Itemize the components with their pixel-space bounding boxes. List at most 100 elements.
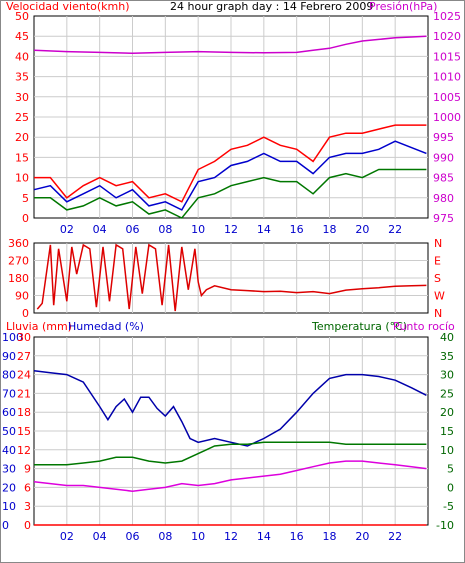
rain-tick-label: 0 <box>24 519 31 532</box>
humidity-tick-label: 20 <box>2 481 16 494</box>
rain-tick-label: 30 <box>17 331 31 344</box>
y-tick-label: 90 <box>15 290 29 303</box>
y-tick-label: 0 <box>22 212 29 225</box>
y2-tick-label: 1010 <box>433 71 461 84</box>
y2-tick-label: 1020 <box>433 30 461 43</box>
x-tick-label: 22 <box>388 530 402 543</box>
x-tick-label: 16 <box>290 530 304 543</box>
compass-label: W <box>434 290 445 303</box>
series-line <box>34 441 427 466</box>
x-tick-label: 10 <box>191 223 205 236</box>
series-line <box>33 460 427 492</box>
x-tick-label: 10 <box>191 530 205 543</box>
series-line <box>36 243 427 312</box>
x-tick-label: 20 <box>355 530 369 543</box>
compass-label: E <box>434 255 441 268</box>
humidity-tick-label: 60 <box>2 406 16 419</box>
temp-tick-label: 35 <box>440 350 454 363</box>
y-tick-label: 0 <box>22 307 29 320</box>
humidity-tick-label: 50 <box>2 425 16 438</box>
temp-tick-label: -10 <box>436 519 454 532</box>
humidity-tick-label: 90 <box>2 350 16 363</box>
x-tick-label: 08 <box>158 223 172 236</box>
x-tick-label: 06 <box>126 530 140 543</box>
x-tick-label: 20 <box>355 223 369 236</box>
humidity-tick-label: 30 <box>2 463 16 476</box>
x-tick-label: 16 <box>290 223 304 236</box>
temperature-axis-label: Temperatura (°C) <box>311 320 407 333</box>
y-tick-label: 180 <box>8 272 29 285</box>
x-tick-label: 06 <box>126 223 140 236</box>
y-tick-label: 25 <box>15 111 29 124</box>
humidity-axis-label: Humedad (%) <box>68 320 144 333</box>
x-tick-label: 02 <box>60 223 74 236</box>
compass-label: N <box>434 307 442 320</box>
x-tick-label: 14 <box>257 530 271 543</box>
y-tick-label: 10 <box>15 172 29 185</box>
humidity-tick-label: 70 <box>2 387 16 400</box>
y-tick-label: 270 <box>8 255 29 268</box>
rain-axis-label: Lluvia (mm) <box>6 320 72 333</box>
humidity-temperature-panel: 0102030405060708090100036912151821242730… <box>2 331 454 543</box>
humidity-tick-label: 10 <box>2 500 16 513</box>
x-tick-label: 14 <box>257 223 271 236</box>
rain-tick-label: 9 <box>24 463 31 476</box>
rain-tick-label: 12 <box>17 444 31 457</box>
rain-tick-label: 3 <box>24 500 31 513</box>
y-tick-label: 30 <box>15 91 29 104</box>
compass-label: N <box>434 237 442 250</box>
x-tick-label: 02 <box>60 530 74 543</box>
series-line <box>34 124 427 203</box>
rain-tick-label: 27 <box>17 350 31 363</box>
x-tick-label: 04 <box>93 530 107 543</box>
y-tick-label: 40 <box>15 50 29 63</box>
y-tick-label: 360 <box>8 237 29 250</box>
y2-tick-label: 975 <box>433 212 454 225</box>
y-tick-label: 50 <box>15 10 29 23</box>
y2-tick-label: 980 <box>433 192 454 205</box>
compass-label: S <box>434 272 441 285</box>
temp-tick-label: 20 <box>440 406 454 419</box>
x-tick-label: 22 <box>388 223 402 236</box>
temp-tick-label: 15 <box>440 425 454 438</box>
rain-tick-label: 24 <box>17 369 31 382</box>
y2-tick-label: 1025 <box>433 10 461 23</box>
y2-tick-label: 1015 <box>433 50 461 63</box>
rain-tick-label: 21 <box>17 387 31 400</box>
temp-tick-label: 5 <box>447 463 454 476</box>
temp-tick-label: -5 <box>443 500 454 513</box>
x-tick-label: 08 <box>158 530 172 543</box>
wind-axis-label: Velocidad viento(kmh) <box>6 0 130 13</box>
wind-pressure-panel: 0510152025303540455097598098599099510001… <box>15 10 461 236</box>
series-line <box>33 370 427 447</box>
x-tick-label: 18 <box>323 530 337 543</box>
temp-tick-label: 10 <box>440 444 454 457</box>
dewpoint-axis-label: Punto rocío <box>393 320 455 333</box>
temp-tick-label: 0 <box>447 481 454 494</box>
series-line <box>34 168 427 219</box>
y2-tick-label: 990 <box>433 151 454 164</box>
temp-tick-label: 25 <box>440 387 454 400</box>
x-tick-label: 12 <box>224 530 238 543</box>
y2-tick-label: 995 <box>433 131 454 144</box>
series-line <box>33 35 427 54</box>
x-tick-label: 12 <box>224 223 238 236</box>
x-tick-label: 04 <box>93 223 107 236</box>
y-tick-label: 35 <box>15 71 29 84</box>
y-tick-label: 15 <box>15 151 29 164</box>
humidity-tick-label: 0 <box>2 519 9 532</box>
y2-tick-label: 1005 <box>433 91 461 104</box>
y-tick-label: 20 <box>15 131 29 144</box>
series-line <box>33 140 427 211</box>
y2-tick-label: 985 <box>433 172 454 185</box>
rain-tick-label: 18 <box>17 406 31 419</box>
y-tick-label: 5 <box>22 192 29 205</box>
rain-tick-label: 6 <box>24 481 31 494</box>
temp-tick-label: 40 <box>440 331 454 344</box>
rain-tick-label: 15 <box>17 425 31 438</box>
x-tick-label: 18 <box>323 223 337 236</box>
y2-tick-label: 1000 <box>433 111 461 124</box>
chart-title: 24 hour graph day : 14 Febrero 2009 <box>170 0 373 13</box>
humidity-tick-label: 80 <box>2 369 16 382</box>
